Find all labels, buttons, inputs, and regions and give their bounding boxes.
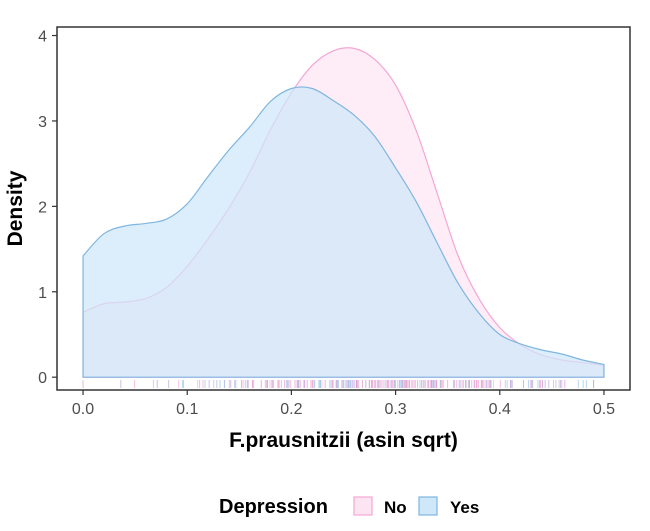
y-tick-label: 4	[38, 29, 47, 46]
x-tick-label: 0.4	[489, 401, 511, 418]
x-tick-label: 0.5	[593, 401, 615, 418]
x-tick-label: 0.3	[384, 401, 406, 418]
density-areas	[82, 47, 605, 378]
density-area-yes	[82, 86, 605, 378]
y-tick-label: 2	[38, 199, 47, 216]
y-tick-label: 3	[38, 114, 47, 131]
legend-label-no: No	[384, 498, 407, 517]
legend-title: Depression	[219, 496, 328, 518]
rug-marks	[82, 380, 595, 388]
x-tick-label: 0.1	[176, 401, 198, 418]
y-tick-label: 0	[38, 370, 47, 387]
x-tick-label: 0.2	[280, 401, 302, 418]
legend-label-yes: Yes	[450, 498, 479, 517]
y-axis-ticks: 0 1 2 3 4	[38, 29, 57, 387]
plot-panel-border	[56, 26, 631, 391]
x-axis-ticks: 0.0 0.1 0.2 0.3 0.4 0.5	[72, 390, 615, 418]
y-axis-title: Density	[4, 170, 27, 246]
x-axis-title: F.prausnitzii (asin sqrt)	[229, 429, 458, 452]
legend-key-no	[353, 496, 373, 516]
legend-key-yes	[418, 496, 438, 516]
y-tick-label: 1	[38, 285, 47, 302]
x-tick-label: 0.0	[72, 401, 94, 418]
legend: Depression No Yes	[219, 496, 479, 518]
